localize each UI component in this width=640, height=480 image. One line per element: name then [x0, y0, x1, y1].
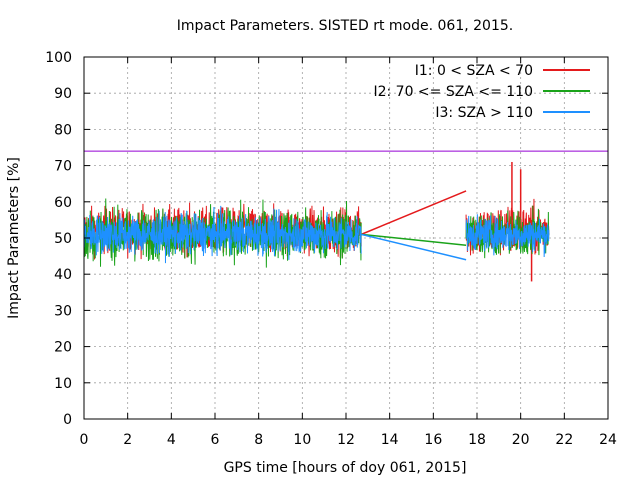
x-tick-label: 18 [468, 432, 486, 448]
x-tick-label: 8 [254, 432, 263, 448]
legend: I1: 0 < SZA < 70 I2: 70 <= SZA <= 110 I3: … [373, 63, 590, 121]
x-tick-label: 10 [293, 432, 311, 448]
gap-connector [361, 233, 467, 261]
x-axis-label: GPS time [hours of doy 061, 2015] [224, 460, 467, 476]
x-tick-label: 2 [123, 432, 132, 448]
y-tick-label: 90 [54, 86, 72, 102]
legend-label: I3: SZA > 110 [435, 105, 533, 121]
legend-label: I2: 70 <= SZA <= 110 [373, 84, 533, 100]
x-tick-label: 24 [599, 432, 617, 448]
chart-title: Impact Parameters. SISTED rt mode. 061, … [177, 18, 513, 34]
y-tick-label: 0 [63, 412, 72, 428]
y-tick-label: 10 [54, 376, 72, 392]
series-trace [465, 214, 550, 257]
y-tick-label: 20 [54, 340, 72, 356]
series-i3 [83, 205, 550, 264]
gap-connector [361, 233, 467, 246]
y-axis-label: Impact Parameters [%] [6, 157, 22, 319]
axis-ticks: 0 2 4 6 8 10 12 14 16 18 20 22 240102030405060708090… [45, 50, 617, 448]
y-tick-label: 60 [54, 195, 72, 211]
x-tick-label: 12 [337, 432, 355, 448]
x-tick-label: 20 [512, 432, 530, 448]
x-tick-label: 6 [211, 432, 220, 448]
x-tick-label: 4 [167, 432, 176, 448]
y-tick-label: 80 [54, 122, 72, 138]
legend-label: I1: 0 < SZA < 70 [415, 63, 533, 79]
y-tick-label: 30 [54, 303, 72, 319]
gap-connector [360, 190, 467, 236]
x-tick-label: 0 [80, 432, 89, 448]
series-group [83, 161, 550, 282]
y-tick-label: 50 [54, 231, 72, 247]
series-trace [83, 205, 362, 264]
y-tick-label: 100 [45, 50, 72, 66]
y-tick-label: 70 [54, 159, 72, 175]
y-tick-label: 40 [54, 267, 72, 283]
x-tick-label: 14 [381, 432, 399, 448]
x-tick-label: 16 [424, 432, 442, 448]
x-tick-label: 22 [555, 432, 573, 448]
